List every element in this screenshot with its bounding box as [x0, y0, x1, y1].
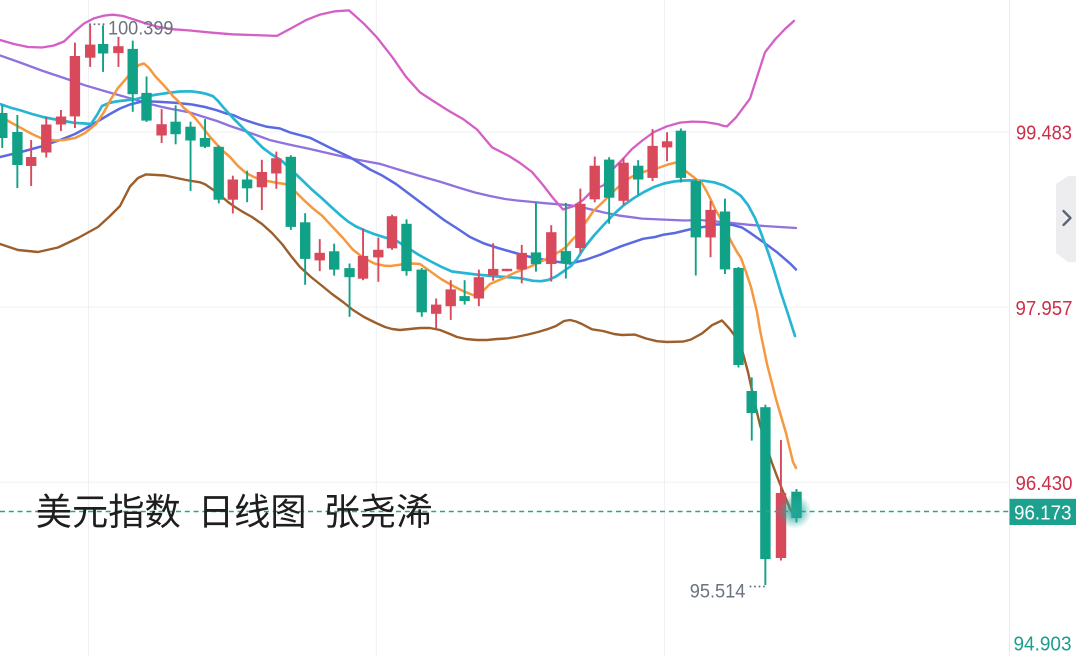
svg-text:97.957: 97.957: [1016, 298, 1073, 320]
svg-text:99.483: 99.483: [1016, 123, 1072, 145]
svg-text:94.903: 94.903: [1014, 633, 1072, 655]
svg-text:100.399: 100.399: [108, 18, 174, 40]
svg-text:96.430: 96.430: [1016, 473, 1073, 495]
svg-text:96.173: 96.173: [1014, 502, 1072, 524]
svg-text:95.514: 95.514: [690, 581, 746, 603]
